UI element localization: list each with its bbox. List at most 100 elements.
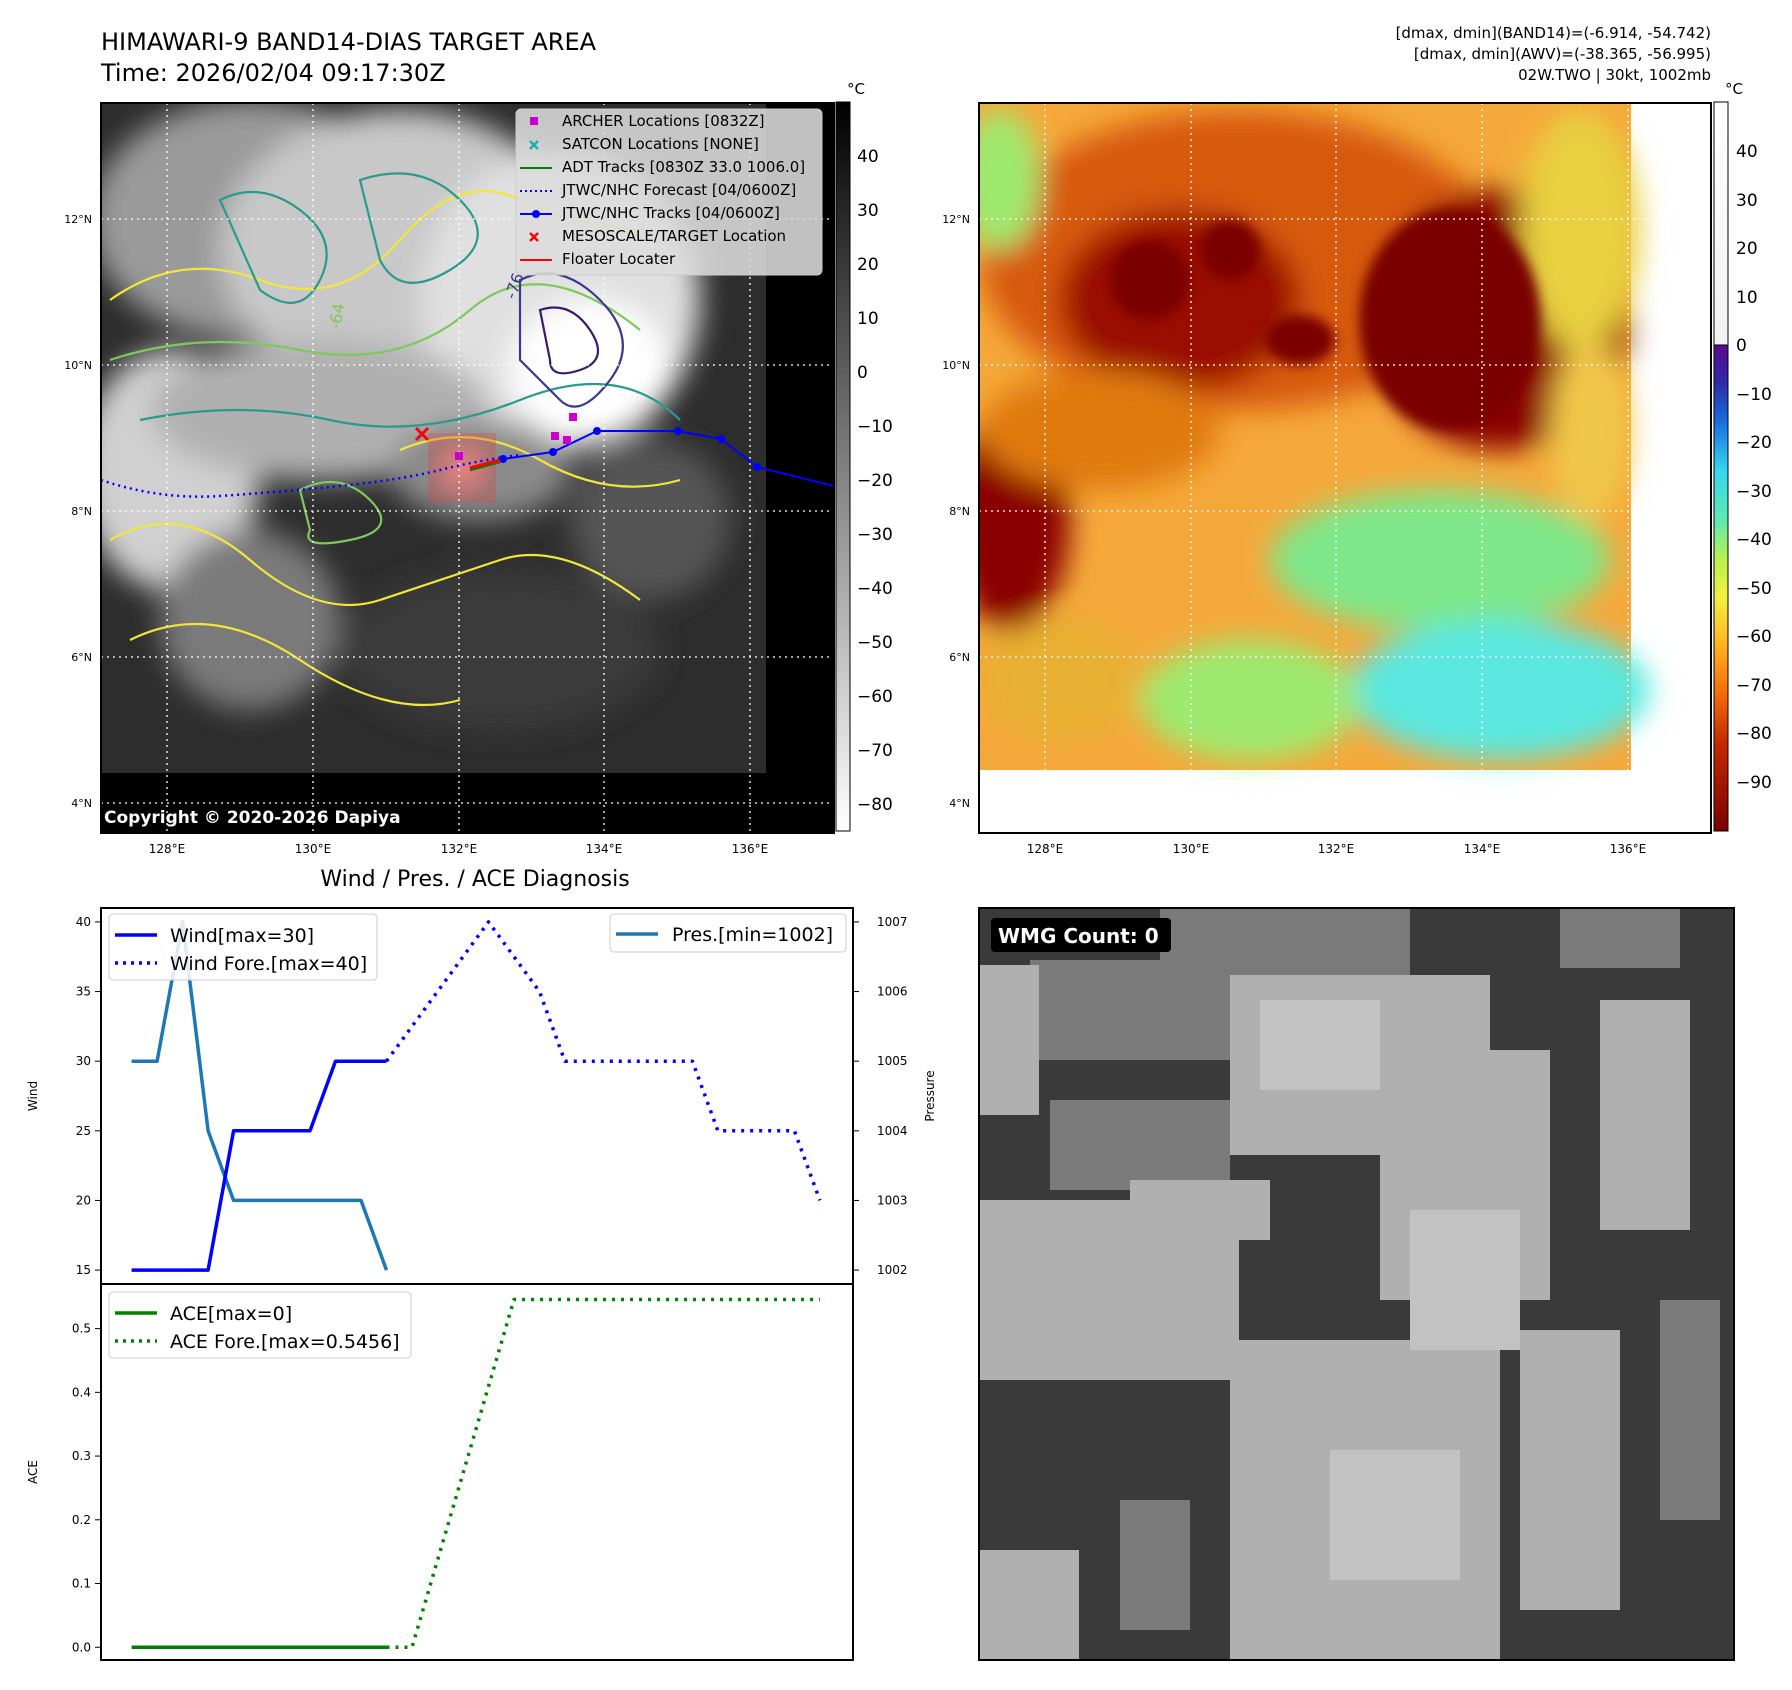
ace-y-ticks: 0.0 0.1 0.2 0.3 0.4 0.5 <box>72 1322 101 1654</box>
left-colorbar: °C 40 30 20 10 0 −10 −20 −30 −40 −50 −60… <box>835 80 893 832</box>
wind-legend-label: Wind[max=30] <box>170 925 314 947</box>
legend-item-archer: ARCHER Locations [0832Z] <box>530 112 765 130</box>
wind-forecast-legend-label: Wind Fore.[max=40] <box>170 953 367 975</box>
colorbar-tick: 30 <box>1736 191 1758 211</box>
pressure-tick-label: 1004 <box>877 1124 908 1138</box>
satcon-marker-icon <box>529 140 539 150</box>
pressure-tick-label: 1007 <box>877 915 908 929</box>
wind-tick-label: 35 <box>76 985 91 999</box>
lon-tick: 128°E <box>1027 842 1064 856</box>
wind-ylabel: Wind <box>26 1081 40 1111</box>
ace-tick-label: 0.4 <box>72 1385 91 1399</box>
wind-legend: Wind[max=30] Wind Fore.[max=40] <box>108 913 378 981</box>
title-line-2: Time: 2026/02/04 09:17:30Z <box>100 59 446 87</box>
pressure-tick-label: 1006 <box>877 985 908 999</box>
colorbar-tick: −50 <box>1736 579 1772 599</box>
lon-tick: 132°E <box>441 842 478 856</box>
lat-tick: 8°N <box>949 505 970 518</box>
archer-marker-icon <box>530 117 538 125</box>
ace-tick-label: 0.0 <box>72 1640 91 1654</box>
left-map-lon-ticks: 128°E 130°E 132°E 134°E 136°E <box>149 842 769 856</box>
wind-tick-label: 40 <box>76 915 91 929</box>
wind-series-line <box>131 1059 387 1272</box>
legend-label-floater: Floater Locater <box>562 250 676 268</box>
pressure-tick-label: 1003 <box>877 1193 908 1207</box>
colorbar-tick: −80 <box>857 795 893 815</box>
colorbar-tick: 40 <box>857 147 879 167</box>
lon-tick: 134°E <box>586 842 623 856</box>
ace-legend-label: ACE[max=0] <box>170 1303 292 1325</box>
copyright-text: Copyright © 2020-2026 Dapiya <box>104 808 401 828</box>
wmg-count-label: WMG Count: 0 <box>998 924 1159 948</box>
colorbar-tick: −60 <box>857 687 893 707</box>
pressure-ylabel: Pressure <box>923 1070 937 1121</box>
colorbar-tick: 30 <box>857 201 879 221</box>
wind-forecast-series-line <box>385 920 822 1202</box>
map-legend: ARCHER Locations [0832Z] SATCON Location… <box>515 108 823 276</box>
ace-tick-label: 0.5 <box>72 1322 91 1336</box>
legend-item-adt: ADT Tracks [0830Z 33.0 1006.0] <box>520 158 805 176</box>
lon-tick: 134°E <box>1464 842 1501 856</box>
left-colorbar-ticks: 40 30 20 10 0 −10 −20 −30 −40 −50 −60 −7… <box>857 147 893 815</box>
lon-tick: 132°E <box>1318 842 1355 856</box>
colorbar-tick: −10 <box>857 417 893 437</box>
lon-tick: 136°E <box>1610 842 1647 856</box>
lat-tick: 6°N <box>949 651 970 664</box>
legend-item-mesoscale: MESOSCALE/TARGET Location <box>529 227 786 245</box>
right-colorbar-ticks: 40 30 20 10 0 −10 −20 −30 −40 −50 −60 −7… <box>1736 142 1772 793</box>
ace-tick-label: 0.3 <box>72 1449 91 1463</box>
legend-label-satcon: SATCON Locations [NONE] <box>562 135 759 153</box>
lat-tick: 10°N <box>64 359 92 372</box>
colorbar-tick: 0 <box>857 363 868 383</box>
pressure-legend-label: Pres.[min=1002] <box>672 924 833 946</box>
colorbar-tick: −60 <box>1736 627 1772 647</box>
legend-item-forecast: JTWC/NHC Forecast [04/0600Z] <box>520 181 796 199</box>
colorbar-tick: 20 <box>857 255 879 275</box>
legend-label-adt: ADT Tracks [0830Z 33.0 1006.0] <box>562 158 805 176</box>
colorbar-tick: −10 <box>1736 385 1772 405</box>
colorbar-tick: −40 <box>857 579 893 599</box>
colorbar-tick: 40 <box>1736 142 1758 162</box>
colorbar-tick: 10 <box>1736 288 1758 308</box>
legend-item-floater: Floater Locater <box>520 250 676 268</box>
ace-tick-label: 0.2 <box>72 1513 91 1527</box>
left-colorbar-unit: °C <box>847 80 865 98</box>
info-line-3: 02W.TWO | 30kt, 1002mb <box>1518 66 1711 84</box>
lon-tick: 130°E <box>295 842 332 856</box>
legend-label-tracks: JTWC/NHC Tracks [04/0600Z] <box>561 204 780 222</box>
lat-tick: 8°N <box>71 505 92 518</box>
wmg-panel: WMG Count: 0 <box>978 907 1735 1661</box>
wind-tick-label: 25 <box>76 1124 91 1138</box>
lon-tick: 128°E <box>149 842 186 856</box>
legend-item-tracks: JTWC/NHC Tracks [04/0600Z] <box>520 204 780 222</box>
lon-tick: 136°E <box>732 842 769 856</box>
colorbar-tick: −80 <box>1736 724 1772 744</box>
pressure-legend: Pres.[min=1002] <box>609 913 847 953</box>
legend-label-mesoscale: MESOSCALE/TARGET Location <box>562 227 786 245</box>
pressure-tick-label: 1002 <box>877 1263 908 1277</box>
colorbar-tick: −70 <box>857 741 893 761</box>
wind-tick-label: 20 <box>76 1193 91 1207</box>
lat-tick: 4°N <box>949 797 970 810</box>
wind-tick-label: 30 <box>76 1054 91 1068</box>
lat-tick: 4°N <box>71 797 92 810</box>
lat-tick: 10°N <box>942 359 970 372</box>
colorbar-tick: −20 <box>857 471 893 491</box>
colorbar-tick: −90 <box>1736 773 1772 793</box>
legend-label-forecast: JTWC/NHC Forecast [04/0600Z] <box>561 181 796 199</box>
wind-tick-label: 15 <box>76 1263 91 1277</box>
colorbar-tick: −70 <box>1736 676 1772 696</box>
pressure-y-ticks: 1002 1003 1004 1005 1006 1007 <box>853 915 908 1277</box>
lat-tick: 12°N <box>942 213 970 226</box>
ace-tick-label: 0.1 <box>72 1577 91 1591</box>
lat-tick: 12°N <box>64 213 92 226</box>
mesoscale-marker-icon <box>529 232 539 242</box>
wind-pressure-ace-charts: Wind / Pres. / ACE Diagnosis Wind Pressu… <box>26 867 937 1661</box>
colorbar-tick: −20 <box>1736 433 1772 453</box>
right-satellite-map <box>978 102 1712 834</box>
info-line-2: [dmax, dmin](AWV)=(-38.365, -56.995) <box>1414 45 1711 63</box>
colorbar-tick: 10 <box>857 309 879 329</box>
colorbar-tick: 20 <box>1736 239 1758 259</box>
colorbar-tick: −40 <box>1736 530 1772 550</box>
legend-item-satcon: SATCON Locations [NONE] <box>529 135 759 153</box>
